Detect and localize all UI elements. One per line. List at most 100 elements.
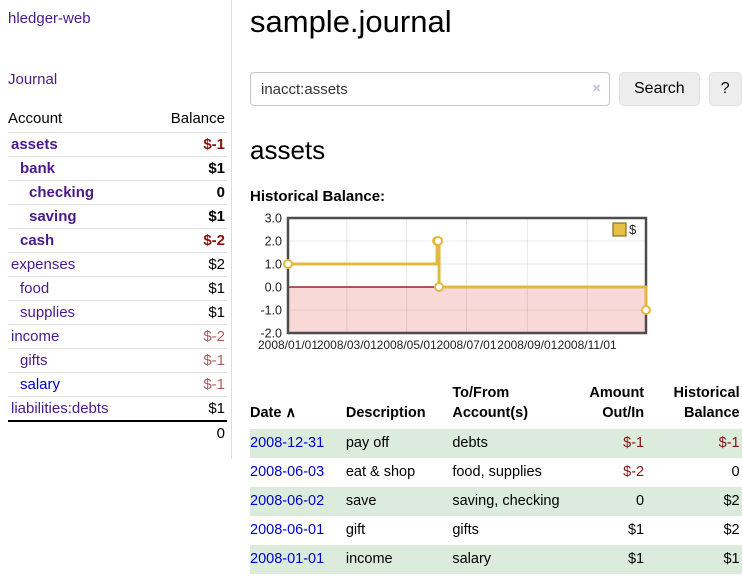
- transaction-date-link[interactable]: 2008-06-03: [250, 464, 325, 481]
- sidebar-account-cash[interactable]: cash: [20, 232, 55, 249]
- transaction-amount: $1: [627, 522, 645, 539]
- balance-chart-svg: $3.0 2.0 1.0 0.0 -1.0 -2.02008/01/012008/03/0…: [258, 212, 651, 352]
- register-col-accounts: To/From Account(s): [452, 382, 566, 429]
- transaction-row: 2008-06-03 eat & shop food, supplies $-2…: [250, 458, 742, 487]
- account-row: salary $-1: [8, 372, 227, 397]
- page-title: sample.journal: [250, 4, 452, 39]
- transaction-row: 2008-06-01 gift gifts $1 $2: [250, 516, 742, 545]
- main-content: sample.journal × Search ? assets Histori…: [232, 0, 742, 575]
- sidebar-account-salary[interactable]: salary: [20, 376, 61, 393]
- account-balance: $1: [149, 300, 227, 325]
- sidebar-account-assets[interactable]: assets: [11, 136, 58, 153]
- transaction-date-link[interactable]: 2008-01-01: [250, 551, 325, 568]
- transaction-date-link[interactable]: 2008-06-01: [250, 522, 325, 539]
- transaction-accounts: debts: [452, 429, 567, 459]
- svg-text:0.0: 0.0: [265, 281, 282, 295]
- sidebar-account-income[interactable]: income: [11, 328, 60, 345]
- account-balance: $-2: [149, 324, 227, 349]
- svg-text:2008/09/01: 2008/09/01: [497, 338, 557, 352]
- sidebar-account-expenses[interactable]: expenses: [11, 256, 76, 273]
- clear-search-icon[interactable]: ×: [592, 80, 601, 97]
- sidebar-account-food[interactable]: food: [20, 280, 50, 297]
- accounts-total-value: 0: [149, 420, 227, 445]
- account-row: saving $1: [8, 204, 227, 229]
- svg-text:2008/01/01: 2008/01/01: [258, 338, 318, 352]
- account-balance: $-1: [149, 348, 227, 373]
- sidebar-item-journal[interactable]: Journal: [8, 71, 58, 88]
- account-balance: $1: [149, 156, 227, 181]
- account-balance: $2: [149, 252, 227, 277]
- transaction-accounts: salary: [452, 545, 567, 575]
- balance-header-line2: Balance: [683, 404, 740, 421]
- account-balance: 0: [149, 180, 227, 205]
- accounts-header-line2: Account(s): [452, 404, 529, 421]
- transaction-amount: $-2: [623, 464, 645, 481]
- account-balance: $1: [149, 276, 227, 301]
- transaction-balance: $2: [646, 487, 742, 517]
- account-balance: $1: [149, 204, 227, 229]
- account-row: assets $-1: [8, 132, 227, 157]
- svg-text:2008/03/01: 2008/03/01: [317, 338, 377, 352]
- account-row: bank $1: [8, 156, 227, 181]
- date-header-label: Date: [250, 404, 282, 421]
- account-balance: $-1: [149, 132, 227, 157]
- transaction-description: gift: [345, 522, 366, 539]
- account-row: liabilities:debts $1: [8, 396, 227, 421]
- account-balance: $1: [149, 396, 227, 421]
- account-heading: assets: [250, 135, 326, 165]
- sidebar-account-saving[interactable]: saving: [29, 208, 77, 225]
- transaction-accounts: food, supplies: [452, 464, 542, 481]
- account-row: cash $-2: [8, 228, 227, 253]
- account-row: expenses $2: [8, 252, 227, 277]
- svg-text:2008/11/01: 2008/11/01: [558, 338, 617, 352]
- sidebar-account-checking[interactable]: checking: [29, 184, 95, 201]
- svg-text:2.0: 2.0: [265, 235, 282, 249]
- transaction-accounts: saving, checking: [452, 487, 567, 517]
- transaction-description: save: [345, 487, 453, 517]
- balance-header-line1: Historical: [673, 385, 740, 401]
- register-col-date[interactable]: Date ∧: [250, 382, 346, 429]
- transaction-date-link[interactable]: 2008-06-02: [250, 493, 325, 510]
- sidebar-account-liabilities-debts[interactable]: liabilities:debts: [11, 400, 109, 417]
- register-col-amount: Amount Out/In: [567, 382, 647, 429]
- accounts-header-line1: To/From: [452, 385, 510, 401]
- transaction-amount: 0: [566, 487, 647, 517]
- sidebar-account-supplies[interactable]: supplies: [20, 304, 76, 321]
- transaction-description: eat & shop: [345, 464, 416, 481]
- account-row: gifts $-1: [8, 348, 227, 373]
- search-button[interactable]: Search: [619, 72, 700, 106]
- sidebar-account-bank[interactable]: bank: [20, 160, 56, 177]
- register-table: Date ∧ Description To/From Account(s) Am…: [250, 382, 742, 575]
- search-input[interactable]: [250, 72, 610, 106]
- accounts-total-row: 0: [8, 420, 227, 445]
- transaction-date-link[interactable]: 2008-12-31: [250, 435, 325, 452]
- transaction-balance: $2: [723, 522, 740, 539]
- svg-text:$: $: [629, 222, 637, 237]
- amount-header-line1: Amount: [589, 385, 645, 401]
- account-row: income $-2: [8, 324, 227, 349]
- transaction-amount: $1: [566, 545, 647, 575]
- svg-text:3.0: 3.0: [265, 213, 282, 226]
- transaction-balance: $1: [646, 545, 742, 575]
- account-row: food $1: [8, 276, 227, 301]
- transaction-row: 2008-06-02 save saving, checking 0 $2: [250, 487, 742, 517]
- svg-text:1.0: 1.0: [265, 258, 282, 272]
- help-button[interactable]: ?: [708, 72, 742, 106]
- account-row: checking 0: [8, 180, 227, 205]
- svg-text:2008/07/01: 2008/07/01: [436, 338, 496, 352]
- accounts-col-header: Account: [8, 110, 63, 127]
- transaction-description: income: [345, 545, 453, 575]
- sidebar-account-gifts[interactable]: gifts: [20, 352, 48, 369]
- accounts-balance-table: Account Balance assets $-1 bank $1 check…: [8, 107, 227, 445]
- app-title-link[interactable]: hledger-web: [8, 10, 91, 27]
- sidebar: hledger-web Journal Account Balance asse…: [0, 0, 232, 459]
- register-col-balance: Historical Balance: [646, 382, 741, 429]
- balance-col-header: Balance: [170, 110, 225, 127]
- transaction-description: pay off: [345, 429, 453, 459]
- account-row: supplies $1: [8, 300, 227, 325]
- svg-text:-2.0: -2.0: [260, 327, 282, 341]
- chart-title: Historical Balance:: [250, 188, 386, 205]
- sort-ascending-icon: ∧: [285, 404, 297, 421]
- search-form: × Search ?: [250, 72, 742, 106]
